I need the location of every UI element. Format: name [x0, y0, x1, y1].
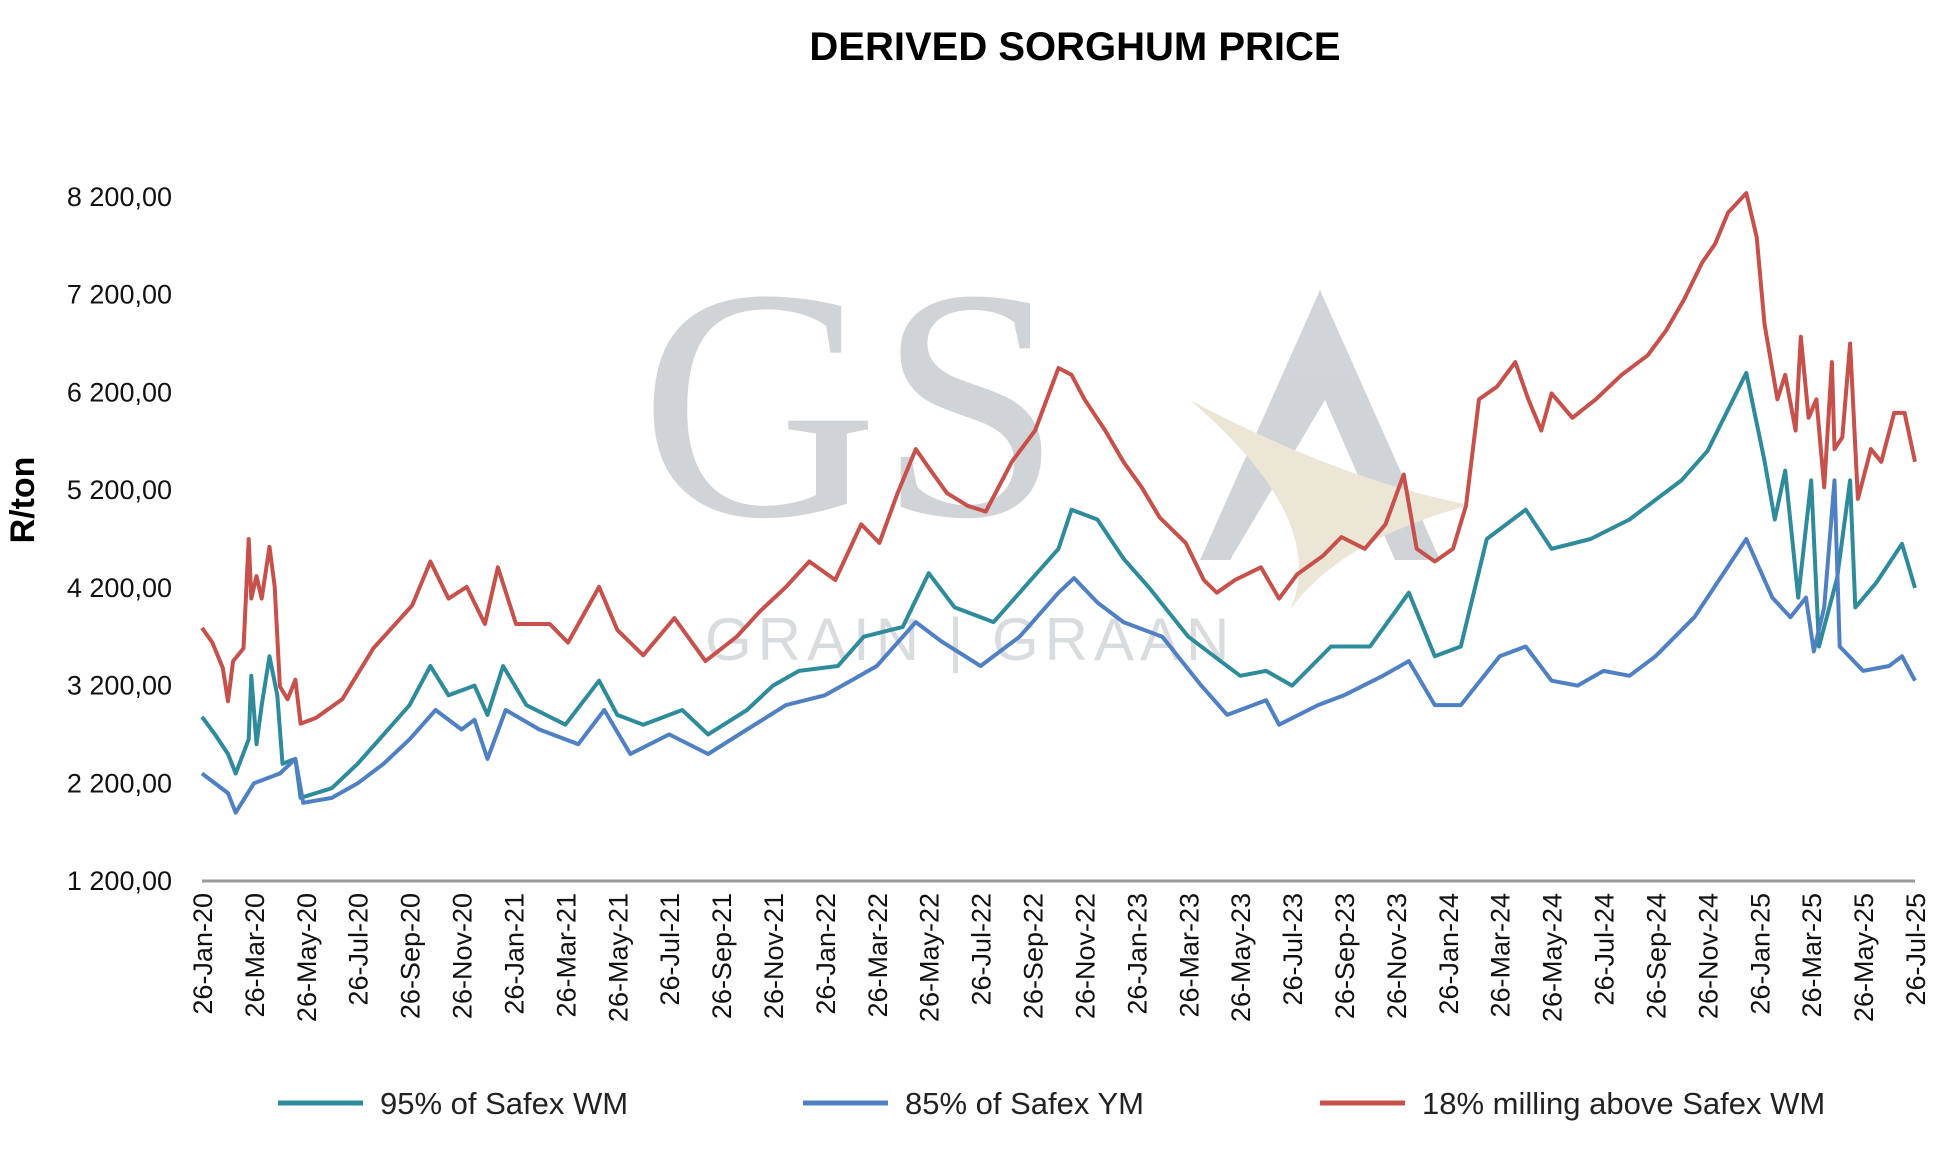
x-tick-label: 26-Sep-24	[1641, 893, 1671, 1019]
x-tick-label: 26-Jan-20	[188, 893, 218, 1015]
gsa-watermark-logo: GS GRAIN | GRAAN	[640, 222, 1470, 673]
y-tick-label: 7 200,00	[67, 280, 172, 310]
x-tick-label: 26-Mar-25	[1797, 893, 1827, 1018]
y-tick-label: 4 200,00	[67, 573, 172, 603]
svg-text:GRAIN | GRAAN: GRAIN | GRAAN	[705, 606, 1235, 673]
x-tick-label: 26-May-20	[292, 893, 322, 1022]
x-tick-label: 26-Jan-24	[1434, 893, 1464, 1015]
y-tick-label: 5 200,00	[67, 475, 172, 505]
series-line-0	[200, 370, 1917, 800]
x-tick-label: 26-Mar-24	[1486, 893, 1516, 1018]
series-line-1	[200, 478, 1917, 815]
x-tick-label: 26-Mar-23	[1174, 893, 1204, 1018]
legend-item-18-milling: 18% milling above Safex WM	[1320, 1086, 1825, 1121]
x-tick-label: 26-Jan-25	[1745, 893, 1775, 1015]
x-tick-label: 26-Nov-23	[1382, 893, 1412, 1019]
x-axis-ticks: 26-Jan-20 26-Mar-20 26-May-20 26-Jul-20 26-S…	[188, 893, 1931, 1022]
x-tick-label: 26-Jul-23	[1278, 893, 1308, 1006]
x-tick-label: 26-Jul-25	[1901, 893, 1931, 1006]
x-tick-label: 26-Nov-24	[1693, 893, 1723, 1019]
x-tick-label: 26-Mar-21	[551, 893, 581, 1018]
legend: 95% of Safex WM 85% of Safex YM 18% mill…	[278, 1086, 1825, 1121]
series-line-2	[200, 191, 1917, 726]
y-axis-label: R/ton	[4, 457, 42, 544]
chart-title: DERIVED SORGHUM PRICE	[809, 25, 1340, 69]
x-tick-label: 26-Nov-21	[759, 893, 789, 1019]
x-tick-label: 26-May-21	[603, 893, 633, 1022]
x-tick-label: 26-Sep-23	[1330, 893, 1360, 1019]
x-tick-label: 26-Jul-21	[655, 893, 685, 1006]
legend-item-95-safex-wm: 95% of Safex WM	[278, 1086, 628, 1121]
x-tick-label: 26-Jul-20	[344, 893, 374, 1006]
x-tick-label: 26-Nov-22	[1070, 893, 1100, 1019]
y-tick-label: 2 200,00	[67, 768, 172, 798]
y-tick-label: 6 200,00	[67, 377, 172, 407]
y-tick-label: 3 200,00	[67, 671, 172, 701]
y-tick-label: 8 200,00	[67, 182, 172, 212]
x-tick-label: 26-Jan-21	[499, 893, 529, 1015]
series-lines	[200, 191, 1917, 815]
x-tick-label: 26-Sep-22	[1019, 893, 1049, 1019]
x-tick-label: 26-Mar-22	[863, 893, 893, 1018]
svg-text:95% of Safex WM: 95% of Safex WM	[380, 1086, 628, 1121]
x-tick-label: 26-Jul-24	[1590, 893, 1620, 1006]
x-tick-label: 26-May-22	[915, 893, 945, 1022]
x-tick-label: 26-Jul-22	[967, 893, 997, 1006]
x-tick-label: 26-May-24	[1538, 893, 1568, 1022]
x-tick-label: 26-May-25	[1849, 893, 1879, 1022]
svg-text:85% of Safex YM: 85% of Safex YM	[905, 1086, 1144, 1121]
x-tick-label: 26-Nov-20	[448, 893, 478, 1019]
x-tick-label: 26-Jan-22	[811, 893, 841, 1015]
svg-text:18% milling above Safex WM: 18% milling above Safex WM	[1422, 1086, 1825, 1121]
legend-item-85-safex-ym: 85% of Safex YM	[803, 1086, 1144, 1121]
y-axis-ticks: 1 200,00 2 200,00 3 200,00 4 200,00 5 200,00…	[67, 182, 172, 896]
x-tick-label: 26-Sep-20	[396, 893, 426, 1019]
x-tick-label: 26-Jan-23	[1122, 893, 1152, 1015]
x-tick-label: 26-Mar-20	[240, 893, 270, 1018]
y-tick-label: 1 200,00	[67, 866, 172, 896]
x-tick-label: 26-May-23	[1226, 893, 1256, 1022]
svg-text:GS: GS	[640, 222, 1062, 587]
x-tick-label: 26-Sep-21	[707, 893, 737, 1019]
